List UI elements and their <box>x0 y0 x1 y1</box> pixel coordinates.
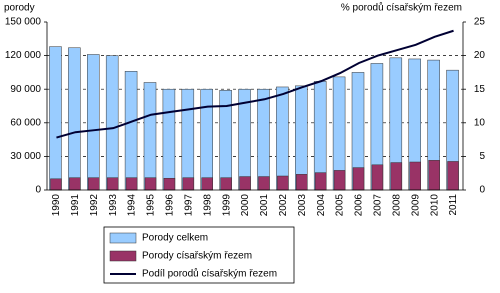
y2-axis-label: % porodů císařským řezem <box>341 2 462 14</box>
bar <box>69 177 81 191</box>
x-tick-label: 1991 <box>70 194 81 217</box>
x-tick-label: 1999 <box>221 194 232 217</box>
legend-swatch <box>109 250 137 262</box>
y2-tick-label: 10 <box>474 117 486 128</box>
x-tick-label: 1994 <box>127 194 138 217</box>
x-tick-label: 1997 <box>183 194 194 217</box>
y2-tick-label: 0 <box>479 185 485 196</box>
bar <box>144 177 157 191</box>
bar <box>257 88 270 191</box>
bar <box>143 82 157 191</box>
bar <box>220 177 232 191</box>
bar <box>106 177 119 191</box>
bar <box>125 177 138 191</box>
y2-tick-label: 5 <box>479 151 485 162</box>
bar <box>105 55 119 191</box>
bar <box>49 46 62 191</box>
y-tick-label: 120 000 <box>5 50 42 61</box>
bar <box>390 162 403 191</box>
bar <box>50 178 62 191</box>
x-tick-label: 1993 <box>108 194 119 217</box>
line-series <box>56 29 454 139</box>
x-tick-label: 2007 <box>373 194 384 217</box>
x-tick-label: 1990 <box>51 194 62 217</box>
y2-tick-label: 15 <box>474 84 486 95</box>
bar <box>258 176 270 191</box>
y2-tick-label: 25 <box>474 17 486 28</box>
x-tick-label: 2004 <box>316 194 327 217</box>
bar <box>371 164 384 191</box>
bar <box>88 177 100 191</box>
bar <box>200 88 213 191</box>
bar <box>296 174 308 191</box>
x-tick-label: 1998 <box>202 194 213 217</box>
y-tick-label: 30 000 <box>10 151 41 162</box>
bar <box>409 161 421 191</box>
x-tick-label: 2006 <box>354 194 365 217</box>
legend-swatch <box>109 232 137 244</box>
legend-label: Porody císařským řezem <box>142 251 252 262</box>
y-tick-label: 150 000 <box>5 17 42 28</box>
bar <box>333 170 346 191</box>
y-axis-label: porody <box>4 3 35 14</box>
x-tick-label: 2003 <box>297 194 308 217</box>
bar <box>276 86 289 191</box>
x-tick-label: 2001 <box>259 194 270 217</box>
x-tick-label: 2011 <box>448 194 459 216</box>
x-tick-label: 2009 <box>410 194 421 217</box>
x-tick-label: 1996 <box>165 194 176 217</box>
bar <box>239 176 251 191</box>
bar <box>201 177 213 191</box>
bar <box>163 177 176 191</box>
bar <box>428 160 440 191</box>
x-tick-label: 2002 <box>278 194 289 217</box>
x-tick-label: 2010 <box>429 194 440 217</box>
bar <box>68 47 81 191</box>
bar <box>352 167 365 191</box>
bar <box>182 177 195 191</box>
y2-tick-label: 20 <box>474 50 486 61</box>
bar <box>314 172 327 191</box>
x-tick-label: 2000 <box>240 194 251 217</box>
legend-label: Podíl porodů císařským řezem <box>142 268 277 280</box>
bar <box>447 161 459 191</box>
x-tick-label: 1995 <box>146 194 157 217</box>
bar <box>277 175 289 191</box>
y-tick-label: 0 <box>35 185 41 196</box>
x-tick-label: 1992 <box>89 194 100 217</box>
y-tick-label: 60 000 <box>10 117 41 128</box>
bar <box>124 71 138 191</box>
y-tick-label: 90 000 <box>10 84 41 95</box>
bar <box>181 88 195 191</box>
legend-label: Porody celkem <box>142 233 208 244</box>
bar <box>87 54 100 191</box>
bar <box>162 88 176 191</box>
x-tick-label: 2008 <box>391 194 402 217</box>
x-tick-label: 2005 <box>335 194 346 217</box>
